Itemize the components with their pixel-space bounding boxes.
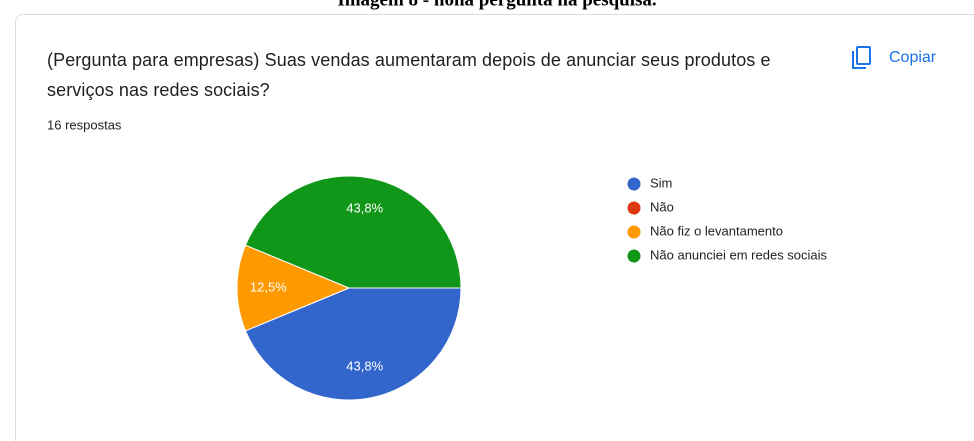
pie-slice [236, 244, 351, 332]
slice-label: 43,8% [346, 200, 383, 215]
card [15, 14, 974, 441]
legend-swatch [627, 249, 641, 263]
slice-label: 12,5% [250, 279, 287, 294]
legend-label: Sim [650, 175, 672, 190]
legend-swatch [627, 225, 641, 239]
legend-swatch [627, 177, 641, 191]
copy-label: Copiar [889, 49, 937, 66]
copy-icon [852, 51, 866, 69]
pie-slice [244, 287, 462, 401]
legend-label: Não anunciei em redes sociais [650, 247, 828, 262]
legend-label: Não [650, 199, 674, 214]
legend-label: Não fiz o levantamento [650, 223, 783, 238]
response-count: 16 respostas [47, 117, 122, 132]
caption: Imagem 8 - nona pergunta na pesquisa. [337, 0, 656, 10]
legend-swatch [627, 201, 641, 215]
copy-icon [856, 46, 871, 65]
slice-label: 43,8% [346, 359, 383, 374]
copy-button[interactable]: Copiar [852, 46, 937, 69]
pie-slice [244, 175, 462, 289]
question: (Pergunta para empresas) Suas vendas aum… [47, 50, 771, 100]
